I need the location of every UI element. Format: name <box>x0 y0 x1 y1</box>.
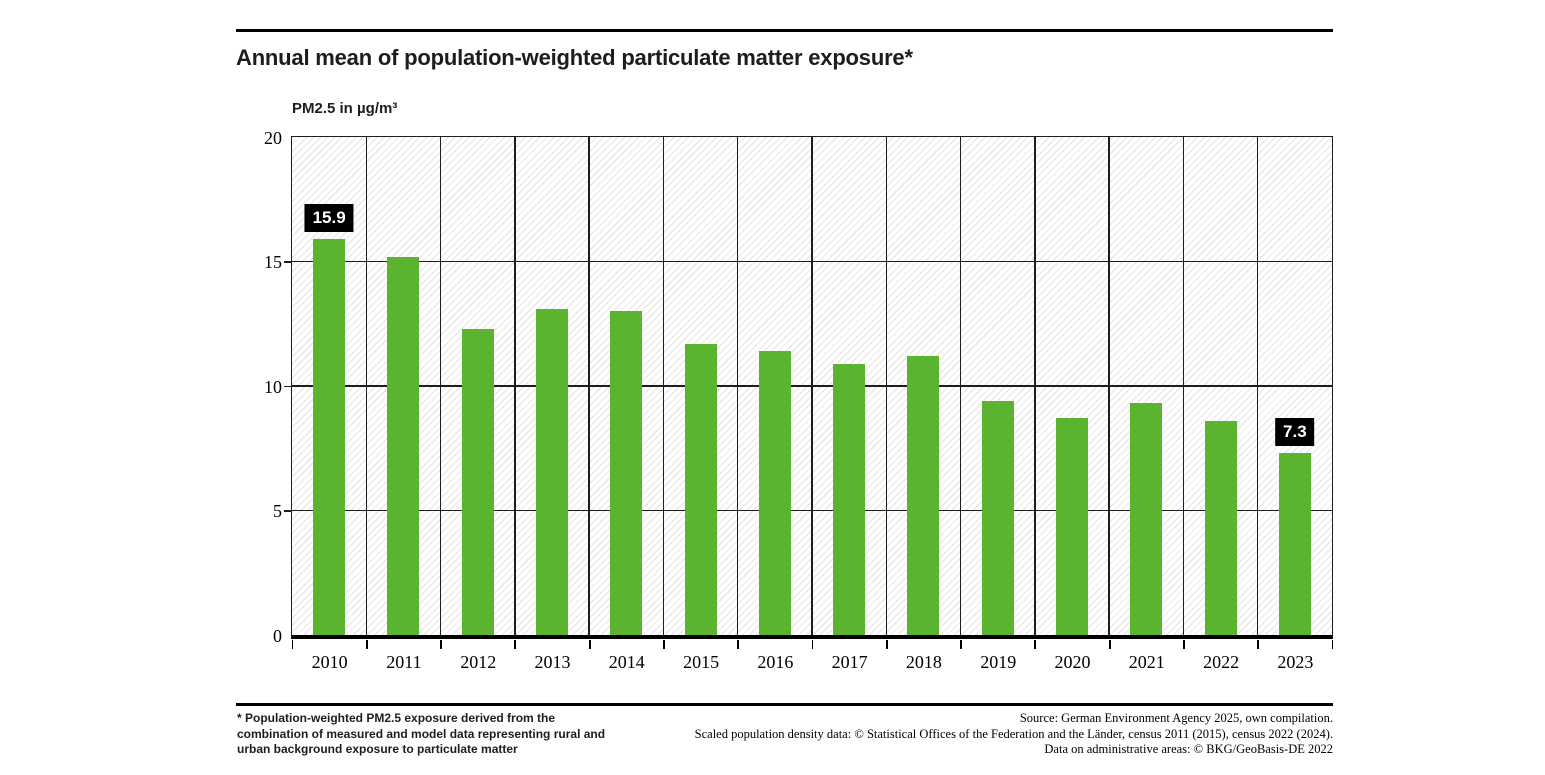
gridline-x-3 <box>514 137 516 635</box>
bar-2018 <box>907 356 940 635</box>
ytick-label-5: 5 <box>273 501 282 521</box>
footnote-text: * Population-weighted PM2.5 exposure der… <box>237 711 605 758</box>
gridline-x-12 <box>1182 137 1185 635</box>
xtick-label-2016: 2016 <box>757 652 794 672</box>
xtick-mark-0 <box>291 640 294 649</box>
bar-2023 <box>1278 453 1311 635</box>
ytick-mark-15 <box>284 261 292 263</box>
ytick-mark-10 <box>284 385 292 388</box>
bar-2011 <box>387 256 420 635</box>
gridline-x-1 <box>365 137 368 635</box>
bar-2013 <box>536 308 568 635</box>
source-text: Source: German Environment Agency 2025, … <box>640 711 1333 758</box>
xtick-label-2014: 2014 <box>608 652 645 672</box>
xtick-label-2013: 2013 <box>534 652 571 672</box>
xtick-label-2011: 2011 <box>386 652 422 672</box>
y-axis-title: PM2.5 in µg/m³ <box>292 100 398 117</box>
ytick-label-20: 20 <box>264 127 282 148</box>
xtick-label-2020: 2020 <box>1054 652 1091 672</box>
bar-value-label-2010: 15.9 <box>304 204 354 233</box>
xtick-mark-9 <box>960 640 962 649</box>
bottom-rule <box>236 703 1333 706</box>
gridline-x-9 <box>959 137 962 635</box>
footnote-line-1: * Population-weighted PM2.5 exposure der… <box>237 711 556 725</box>
bar-2020 <box>1056 418 1088 635</box>
xtick-mark-7 <box>811 640 814 649</box>
source-line-1: Source: German Environment Agency 2025, … <box>1019 711 1333 725</box>
ytick-label-0: 0 <box>273 625 282 646</box>
bar-2021 <box>1130 403 1163 635</box>
gridline-x-11 <box>1108 137 1110 635</box>
xtick-label-2022: 2022 <box>1203 652 1240 672</box>
xtick-label-2015: 2015 <box>683 652 720 672</box>
xtick-label-2019: 2019 <box>980 652 1017 672</box>
xtick-label-2017: 2017 <box>831 652 868 672</box>
gridline-x-8 <box>885 137 888 635</box>
bar-2010 <box>313 239 346 635</box>
xtick-mark-11 <box>1108 640 1111 649</box>
xtick-label-2010: 2010 <box>311 652 348 672</box>
bar-value-label-2023: 7.3 <box>1275 418 1315 447</box>
source-line-3: Data on administrative areas: © BKG/GeoB… <box>1044 742 1333 756</box>
source-line-2: Scaled population density data: © Statis… <box>694 726 1333 741</box>
ytick-mark-5 <box>284 510 292 512</box>
plot-area: 15.9 7.3 <box>291 136 1333 639</box>
gridline-x-6 <box>736 137 739 635</box>
bar-2019 <box>981 400 1014 635</box>
bar-2016 <box>758 351 791 635</box>
xtick-mark-5 <box>663 640 665 649</box>
xtick-label-2021: 2021 <box>1128 652 1165 672</box>
xtick-label-2012: 2012 <box>460 652 497 672</box>
xtick-label-2023: 2023 <box>1277 652 1314 672</box>
bar-2017 <box>833 363 866 635</box>
xtick-mark-14 <box>1331 640 1334 649</box>
gridline-x-5 <box>662 137 665 635</box>
bar-2012 <box>461 328 494 635</box>
xtick-mark-10 <box>1034 640 1037 649</box>
xtick-mark-1 <box>365 640 368 649</box>
gridline-x-13 <box>1256 137 1259 635</box>
bar-2015 <box>684 343 717 635</box>
ytick-label-15: 15 <box>264 252 282 272</box>
gridline-x-10 <box>1034 137 1036 635</box>
xtick-mark-8 <box>885 640 888 649</box>
xtick-label-2018: 2018 <box>905 652 942 672</box>
gridline-x-7 <box>811 137 813 635</box>
footnote-line-3: urban background exposure to particulate… <box>237 742 518 756</box>
xtick-mark-3 <box>514 640 517 649</box>
gridline-x-4 <box>588 137 590 635</box>
xtick-mark-12 <box>1183 640 1185 649</box>
top-rule <box>236 29 1333 32</box>
xtick-mark-4 <box>588 640 591 649</box>
xtick-mark-2 <box>440 640 442 649</box>
xtick-mark-13 <box>1257 640 1260 649</box>
gridline-x-2 <box>439 137 442 635</box>
xtick-mark-6 <box>737 640 740 649</box>
chart-title: Annual mean of population-weighted parti… <box>236 45 913 70</box>
bar-2022 <box>1204 420 1237 635</box>
bar-2014 <box>610 311 643 635</box>
ytick-label-10: 10 <box>264 376 282 397</box>
footnote-line-2: combination of measured and model data r… <box>237 726 606 741</box>
